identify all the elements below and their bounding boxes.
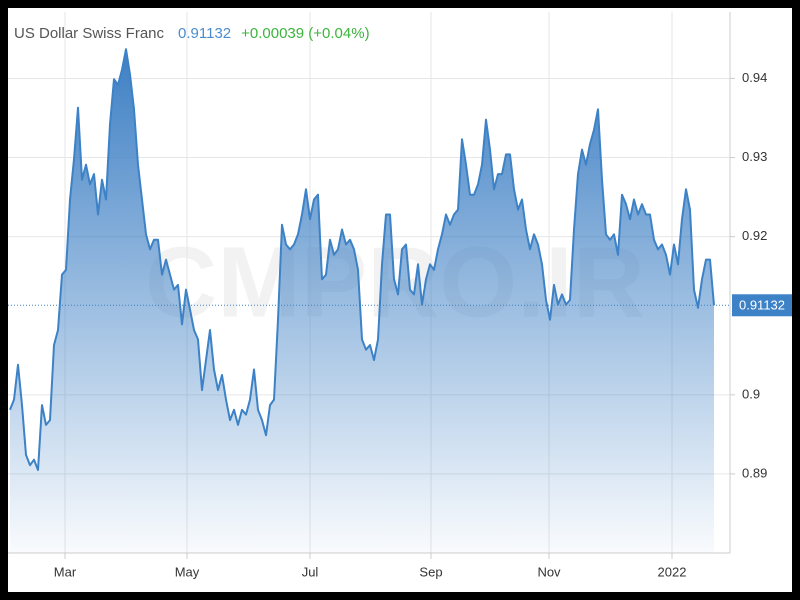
- y-tick-label: 0.9: [742, 386, 760, 401]
- x-tick-label: 2022: [658, 564, 687, 579]
- y-tick-label: 0.89: [742, 465, 767, 480]
- x-tick-label: Nov: [537, 564, 561, 579]
- x-tick-label: Mar: [54, 564, 77, 579]
- y-tick-label: 0.93: [742, 149, 767, 164]
- header: US Dollar Swiss Franc 0.91132 +0.00039 (+0…: [14, 25, 370, 42]
- price-badge-label: 0.91132: [739, 298, 785, 313]
- price-change: +0.00039 (+0.04%): [241, 25, 369, 42]
- x-tick-label: Sep: [419, 564, 442, 579]
- price-badge: [732, 294, 792, 317]
- area-fill: [10, 49, 714, 553]
- price-line: [9, 48, 715, 471]
- x-tick-label: Jul: [302, 564, 319, 579]
- last-price: 0.91132: [178, 25, 231, 42]
- x-tick-label: May: [175, 564, 200, 579]
- y-tick-label: 0.92: [742, 228, 767, 243]
- y-tick-label: 0.94: [742, 70, 767, 85]
- chart-title: US Dollar Swiss Franc: [14, 25, 165, 42]
